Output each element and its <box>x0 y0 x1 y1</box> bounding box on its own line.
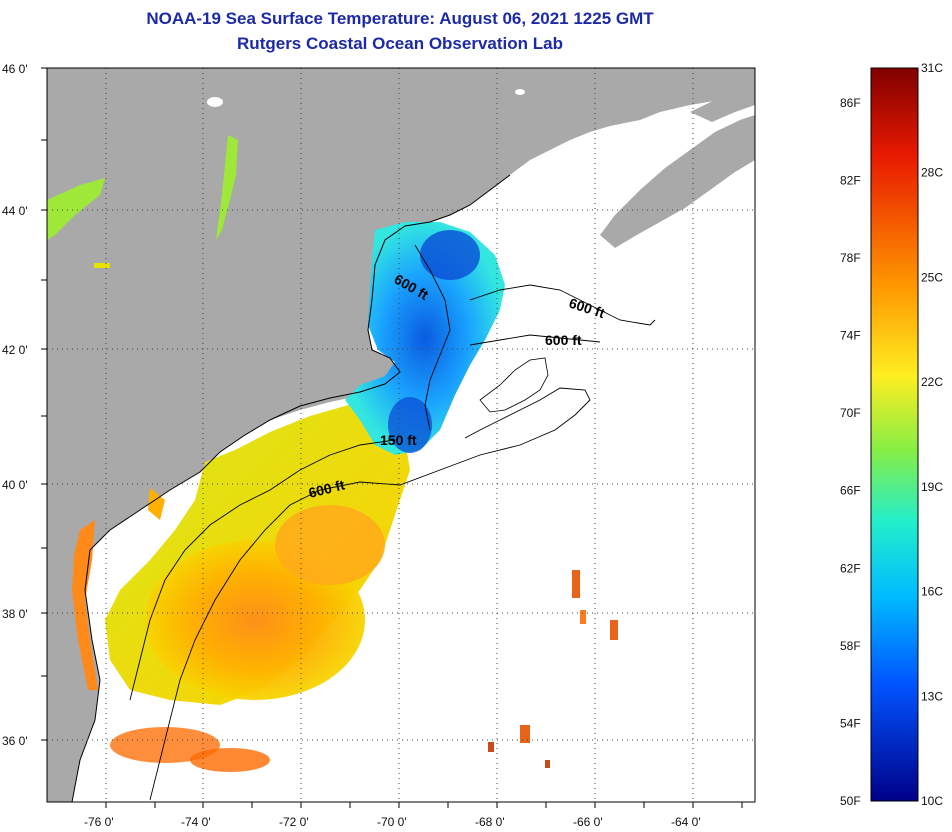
lat-label: 40 0' <box>2 478 28 492</box>
graticule <box>47 68 755 802</box>
lon-label: -66 0' <box>573 815 603 829</box>
lake-champlain-sst <box>216 135 238 240</box>
map-frame <box>46 67 756 803</box>
chesapeake-bay-sst <box>72 520 98 690</box>
lat-label: 38 0' <box>2 607 28 621</box>
contour-label: 150 ft <box>380 432 417 448</box>
lon-label: -76 0' <box>84 815 114 829</box>
contour-label: 600 ft <box>545 332 582 348</box>
longitude-labels: -76 0' -74 0' -72 0' -70 0' -68 0' -66 0… <box>84 815 701 829</box>
lon-label: -70 0' <box>377 815 407 829</box>
gulf-of-maine-sst <box>345 222 505 455</box>
offshore-warm-pixels <box>545 760 550 768</box>
georges-bank-contour <box>479 357 549 413</box>
lake-ontario-sst <box>47 178 105 240</box>
land-nova-scotia <box>600 115 755 248</box>
lon-label: -72 0' <box>279 815 309 829</box>
lat-label: 42 0' <box>2 343 28 357</box>
small-lake-sst <box>94 263 110 268</box>
lon-label: -64 0' <box>671 815 701 829</box>
warm-south-patch <box>110 727 220 763</box>
lon-label: -74 0' <box>181 815 211 829</box>
map-subtitle: Rutgers Coastal Ocean Observation Lab <box>237 34 563 53</box>
offshore-warm-pixels <box>572 570 580 598</box>
isobath-150ft <box>129 439 396 701</box>
isobath-600ft <box>149 387 591 801</box>
land-mainland <box>47 68 755 802</box>
isobath-600ft-gom <box>414 244 656 431</box>
offshore-warm-pixels <box>580 610 586 624</box>
delaware-bay-sst <box>148 488 165 520</box>
offshore-warm-pixels <box>520 725 530 743</box>
latitude-labels: 46 0' 44 0' 42 0' 40 0' 38 0' 36 0' <box>2 62 28 748</box>
warm-south-patch <box>190 748 270 772</box>
map-title: NOAA-19 Sea Surface Temperature: August … <box>146 9 654 28</box>
coastline <box>71 174 511 802</box>
land-cape-breton <box>690 90 755 122</box>
tick-marks <box>41 67 743 808</box>
warm-patch <box>275 505 385 585</box>
cold-core <box>420 230 480 280</box>
offshore-warm-pixels <box>488 742 494 752</box>
lake <box>515 89 525 95</box>
lon-label: -68 0' <box>475 815 505 829</box>
lat-label: 44 0' <box>2 204 28 218</box>
lat-label: 36 0' <box>2 734 28 748</box>
offshore-warm-pixels <box>610 620 618 640</box>
lat-label: 46 0' <box>2 62 28 76</box>
lake <box>207 97 223 107</box>
